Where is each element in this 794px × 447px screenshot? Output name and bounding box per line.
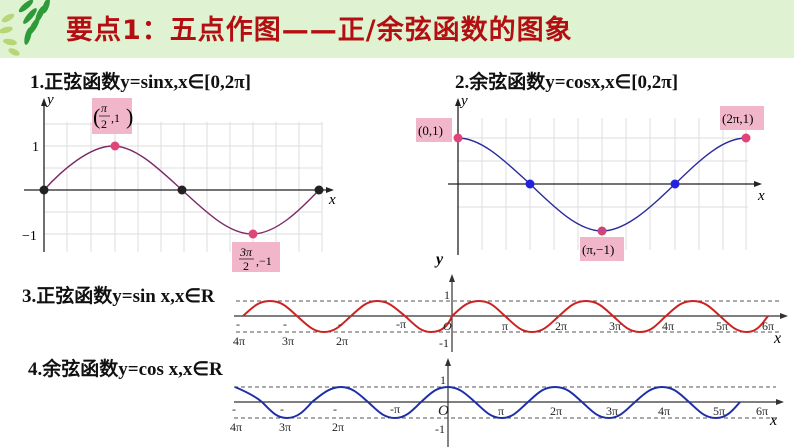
svg-text:(2π,1): (2π,1) [722,111,753,126]
leaf-branch-icon [0,0,50,56]
page-title: 要点1：五点作图——正/余弦函数的图象 [66,15,573,46]
svg-text:-1: -1 [435,422,445,436]
svg-text:O: O [443,319,452,333]
svg-text:y: y [459,93,468,109]
svg-text:(π,−1): (π,−1) [582,242,614,257]
svg-text:1: 1 [444,288,450,302]
svg-text:,−1: ,−1 [256,254,272,268]
svg-text:-: - [338,317,342,331]
svg-text:-π: -π [390,402,400,416]
svg-text:−1: −1 [22,229,37,244]
svg-text:2π: 2π [332,420,344,434]
svg-text:3π: 3π [609,319,621,333]
svg-text:3π: 3π [279,420,291,434]
svg-text:4π: 4π [233,334,245,348]
svg-text:x: x [757,188,765,204]
svg-text:6π: 6π [756,404,768,418]
svg-text:1: 1 [440,373,446,387]
svg-text:(: ( [93,104,100,129]
svg-text:π: π [498,404,504,418]
svg-text:2π: 2π [336,334,348,348]
svg-text:-: - [232,402,236,416]
svg-text:-: - [333,402,337,416]
svg-text:5π: 5π [716,319,728,333]
svg-text:,1: ,1 [111,111,120,125]
svg-text:4π: 4π [230,420,242,434]
svg-text:-: - [236,317,240,331]
svg-text:2: 2 [243,259,249,273]
svg-text:2π: 2π [555,319,567,333]
chart1-grid [44,122,323,252]
svg-text:2π: 2π [550,404,562,418]
svg-text:4π: 4π [658,404,670,418]
section-3-heading: 3.正弦函数y=sin x,x∈R [22,285,215,307]
svg-text:π: π [502,319,508,333]
svg-text:-1: -1 [439,336,449,350]
svg-text:y: y [434,251,444,268]
section-2-heading: 2.余弦函数y=cosx,x∈[0,2π] [455,71,679,93]
svg-text:1: 1 [32,140,39,155]
svg-text:O: O [438,403,449,419]
svg-text:(0,1): (0,1) [418,123,443,138]
svg-text:4π: 4π [662,319,674,333]
svg-text:-: - [283,317,287,331]
svg-text:x: x [769,412,777,429]
svg-text:-: - [280,402,284,416]
svg-text:-π: -π [396,317,406,331]
svg-text:y: y [45,92,54,108]
svg-text:): ) [126,104,133,129]
section-4-heading: 4.余弦函数y=cos x,x∈R [28,358,223,380]
svg-text:x: x [328,192,336,208]
svg-text:x: x [773,330,781,347]
svg-text:π: π [101,101,108,115]
svg-text:3π: 3π [282,334,294,348]
svg-text:2: 2 [101,117,107,131]
header-band [0,0,794,58]
svg-text:3π: 3π [239,245,253,259]
svg-text:3π: 3π [606,404,618,418]
svg-text:6π: 6π [762,319,774,333]
svg-text:5π: 5π [713,404,725,418]
section-1-heading: 1.正弦函数y=sinx,x∈[0,2π] [30,71,251,93]
